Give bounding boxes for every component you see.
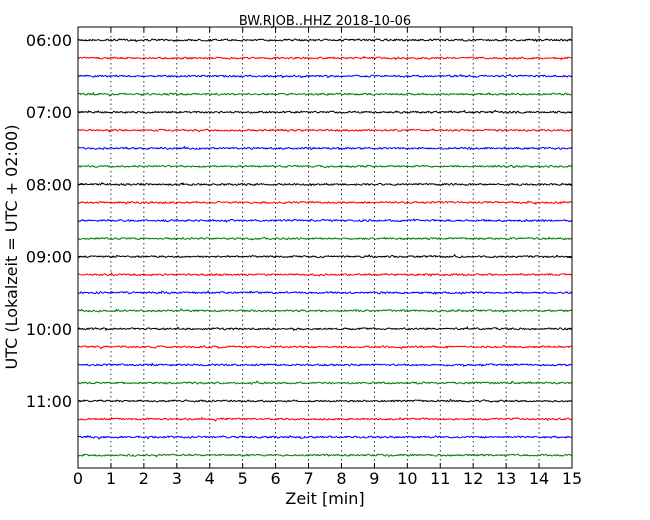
- x-tick-label: 0: [73, 469, 83, 488]
- y-tick-label: 08:00: [26, 175, 72, 194]
- trace-0815: [77, 200, 572, 205]
- trace-0900: [77, 254, 572, 259]
- trace-0845: [77, 236, 572, 241]
- trace-0600: [77, 38, 572, 43]
- trace-1030: [77, 362, 572, 367]
- x-axis-ticks: 0 1 2 3 4 5 6 7 8 9 10 11 12 13 14 15: [73, 27, 582, 488]
- trace-1130: [77, 435, 572, 440]
- trace-0915: [77, 272, 572, 277]
- trace-1100: [77, 398, 572, 403]
- x-axis-label: Zeit [min]: [285, 489, 364, 508]
- trace-0745: [77, 164, 572, 169]
- y-tick-label: 11:00: [26, 392, 72, 411]
- y-tick-label: 10:00: [26, 320, 72, 339]
- grid-lines: [110, 27, 540, 468]
- x-tick-label: 2: [139, 469, 149, 488]
- x-tick-label: 6: [271, 469, 281, 488]
- chart-title: BW.RJOB..HHZ 2018-10-06: [239, 14, 411, 29]
- x-tick-label: 3: [172, 469, 182, 488]
- x-tick-label: 13: [496, 469, 516, 488]
- trace-0945: [77, 308, 572, 313]
- trace-1115: [77, 416, 572, 422]
- x-tick-label: 11: [430, 469, 450, 488]
- trace-1045: [77, 380, 572, 385]
- trace-0800: [77, 182, 572, 187]
- trace-0615: [77, 56, 572, 61]
- trace-0700: [77, 109, 572, 114]
- trace-0830: [77, 218, 572, 223]
- y-tick-label: 06:00: [26, 31, 72, 50]
- x-tick-label: 15: [562, 469, 582, 488]
- y-tick-label: 07:00: [26, 103, 72, 122]
- x-tick-label: 1: [106, 469, 116, 488]
- x-tick-label: 5: [238, 469, 248, 488]
- x-tick-label: 10: [397, 469, 417, 488]
- seismic-traces: [77, 38, 572, 458]
- trace-0645: [77, 92, 572, 97]
- x-tick-label: 9: [369, 469, 379, 488]
- plot-frame: [77, 26, 573, 469]
- trace-0930: [77, 290, 572, 295]
- trace-1000: [77, 326, 572, 331]
- y-axis-ticks: 06:00 07:00 08:00 09:00 10:00 11:00: [26, 31, 572, 411]
- trace-0630: [77, 73, 572, 79]
- trace-0730: [77, 146, 572, 151]
- x-tick-label: 8: [336, 469, 346, 488]
- x-tick-label: 4: [205, 469, 215, 488]
- y-tick-label: 09:00: [26, 248, 72, 267]
- y-axis-label: UTC (Lokalzeit = UTC + 02:00): [2, 125, 21, 370]
- trace-1145: [77, 453, 572, 458]
- x-tick-label: 14: [529, 469, 549, 488]
- trace-1015: [77, 345, 572, 350]
- trace-0715: [77, 128, 572, 133]
- x-tick-label: 12: [463, 469, 483, 488]
- x-tick-label: 7: [303, 469, 313, 488]
